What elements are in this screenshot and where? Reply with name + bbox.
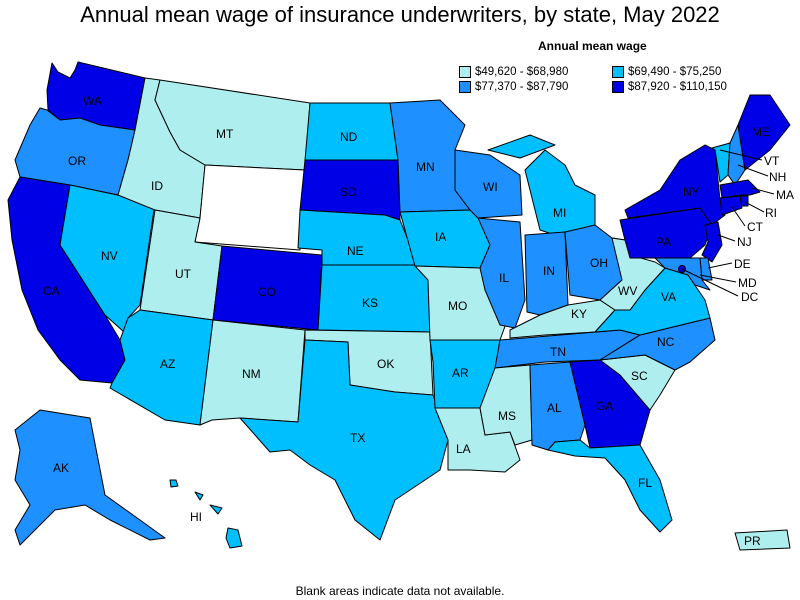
label-AZ: AZ [160, 357, 175, 371]
label-WA: WA [83, 94, 102, 108]
legend-swatch-tier4 [612, 81, 624, 93]
label-AL: AL [547, 401, 562, 415]
label-CA: CA [43, 284, 60, 298]
legend-item-tier2: $69,490 - $75,250 [612, 66, 721, 78]
label-CO: CO [258, 285, 276, 299]
label-NH: NH [769, 170, 786, 184]
state-IL[interactable] [477, 217, 526, 329]
state-TX[interactable] [239, 339, 449, 541]
legend-label-tier3: $77,370 - $87,790 [475, 81, 569, 93]
label-IL: IL [499, 271, 509, 285]
map-title: Annual mean wage of insurance underwrite… [80, 2, 720, 27]
label-KY: KY [571, 307, 587, 321]
label-VT: VT [764, 154, 780, 168]
state-FL[interactable] [547, 439, 673, 533]
label-NY: NY [683, 185, 700, 199]
label-ME: ME [752, 125, 770, 139]
label-KS: KS [362, 296, 378, 310]
label-IA: IA [435, 230, 446, 244]
label-DC: DC [741, 290, 759, 304]
label-PA: PA [656, 235, 671, 249]
legend-swatch-tier1 [459, 66, 471, 78]
footer-note: Blank areas indicate data not available. [295, 584, 505, 598]
label-IN: IN [543, 264, 555, 278]
label-NV: NV [101, 249, 118, 263]
label-UT: UT [175, 267, 192, 281]
label-DE: DE [734, 257, 751, 271]
state-NJ[interactable] [701, 221, 723, 263]
label-CT: CT [747, 220, 764, 234]
label-MS: MS [498, 409, 516, 423]
label-TN: TN [550, 345, 566, 359]
label-OH: OH [590, 256, 608, 270]
label-MT: MT [216, 127, 234, 141]
legend-label-tier4: $87,920 - $110,150 [628, 81, 727, 93]
label-OK: OK [377, 357, 394, 371]
state-CT[interactable] [719, 195, 743, 216]
label-NJ: NJ [737, 235, 752, 249]
state-labels: WA OR CA NV ID MT UT AZ CO NM ND SD NE K… [43, 94, 794, 548]
label-AR: AR [452, 366, 469, 380]
label-ND: ND [340, 130, 358, 144]
label-WV: WV [618, 284, 637, 298]
state-PR[interactable] [734, 529, 791, 551]
leader-lines [681, 149, 775, 297]
state-WI[interactable] [454, 149, 523, 219]
label-AK: AK [53, 461, 69, 475]
label-PR: PR [744, 534, 761, 548]
label-NM: NM [242, 367, 261, 381]
label-TX: TX [350, 431, 365, 445]
label-OR: OR [68, 154, 86, 168]
legend-swatch-tier2 [612, 66, 624, 78]
state-WY[interactable] [194, 164, 306, 251]
label-MO: MO [448, 299, 467, 313]
label-MA: MA [776, 188, 794, 202]
label-ID: ID [151, 179, 163, 193]
label-SC: SC [631, 369, 648, 383]
label-GA: GA [596, 399, 613, 413]
label-MI: MI [553, 206, 566, 220]
legend-swatch-tier3 [459, 81, 471, 93]
label-SD: SD [340, 185, 357, 199]
label-RI: RI [765, 206, 777, 220]
state-AK[interactable] [14, 409, 166, 546]
legend-title: Annual mean wage [538, 39, 647, 53]
label-MD: MD [738, 276, 757, 290]
label-NE: NE [347, 244, 364, 258]
state-ME[interactable] [737, 94, 791, 171]
legend-item-tier1: $49,620 - $68,980 [459, 66, 568, 78]
state-MD[interactable] [654, 257, 711, 291]
state-MI[interactable] [487, 134, 596, 236]
legend-label-tier2: $69,490 - $75,250 [628, 66, 722, 78]
label-MN: MN [416, 160, 435, 174]
legend-label-tier1: $49,620 - $68,980 [475, 66, 569, 78]
legend-item-tier4: $87,920 - $110,150 [612, 81, 727, 93]
legend-item-tier3: $77,370 - $87,790 [459, 81, 568, 93]
state-VT[interactable] [711, 142, 731, 183]
label-FL: FL [638, 476, 652, 490]
label-VA: VA [661, 290, 676, 304]
label-WI: WI [483, 180, 498, 194]
state-NH[interactable] [727, 124, 746, 186]
label-LA: LA [456, 442, 471, 456]
state-HI[interactable] [169, 479, 243, 549]
label-HI: HI [190, 510, 202, 524]
label-NC: NC [657, 335, 675, 349]
